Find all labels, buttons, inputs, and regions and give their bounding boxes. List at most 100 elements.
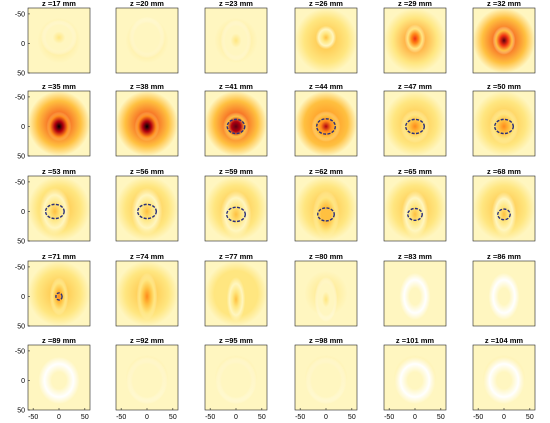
panel-frame [383, 175, 447, 242]
panel-frame [383, 260, 447, 327]
panel-frame [115, 260, 179, 327]
heatmap-panel: z =80 mm [294, 252, 358, 327]
panel-title: z =32 mm [487, 0, 521, 8]
heatmap-panel: z =92 mm -50 0 50 [115, 336, 179, 421]
x-tick-label: -50 [295, 414, 305, 421]
y-tick-label: -50 [15, 348, 25, 355]
x-tick-label: 50 [437, 414, 445, 421]
panel-title: z =104 mm [485, 336, 523, 345]
panel-title: z =71 mm [42, 252, 76, 261]
intensity-hotspot [223, 112, 249, 141]
panel-title: z =38 mm [130, 82, 164, 91]
heatmap-panel: z =41 mm [204, 82, 268, 157]
panel-title: z =29 mm [398, 0, 432, 8]
x-tick-label: 0 [324, 414, 328, 421]
intensity-hotspot [46, 111, 72, 142]
panel-frame [472, 175, 536, 242]
intensity-hotspot [315, 25, 337, 50]
intensity-hotspot [492, 26, 516, 55]
panel-frame [472, 260, 536, 327]
x-tick-label: 50 [81, 414, 89, 421]
panel-frame [383, 7, 447, 74]
panel-title: z =65 mm [398, 167, 432, 176]
panel-title: z =62 mm [309, 167, 343, 176]
heatmap-panel: z =59 mm [204, 167, 268, 242]
heatmap-panel: z =62 mm [294, 167, 358, 242]
threshold-contour [497, 208, 511, 221]
panel-title: z =74 mm [130, 252, 164, 261]
intensity-hotspot [312, 190, 340, 239]
intensity-hotspot [128, 16, 166, 59]
panel-frame [472, 90, 536, 157]
heatmap-panel: z =44 mm [294, 82, 358, 157]
threshold-contour [407, 207, 423, 222]
heatmap-panel: z =83 mm [383, 252, 447, 327]
threshold-contour [136, 203, 157, 220]
panel-frame [204, 260, 268, 327]
heatmap-panel: z =104 mm -50 0 50 [472, 336, 536, 421]
intensity-hotspot [220, 190, 252, 239]
intensity-hotspot [400, 109, 430, 143]
threshold-contour [225, 206, 246, 223]
heatmap-panel: z =26 mm [294, 0, 358, 74]
panel-frame [115, 7, 179, 74]
x-tick-label: 50 [258, 414, 266, 421]
panel-title: z =56 mm [130, 167, 164, 176]
heatmap-panel: z =47 mm [383, 82, 447, 157]
heatmap-panel: z =29 mm [383, 0, 447, 74]
threshold-contour [44, 203, 65, 220]
panel-title: z =101 mm [396, 336, 434, 345]
panel-frame [204, 7, 268, 74]
x-tick-label: -50 [473, 414, 483, 421]
panel-frame [115, 175, 179, 242]
x-tick-label: -50 [28, 414, 38, 421]
panel-title: z =53 mm [42, 167, 76, 176]
intensity-hotspot [311, 111, 341, 142]
intensity-hotspot [488, 272, 520, 321]
heatmap-panel: z =53 mm -50 0 50 [15, 167, 91, 246]
panel-frame [294, 90, 358, 157]
intensity-hotspot [483, 356, 525, 405]
y-tick-label: -50 [15, 11, 25, 18]
y-tick-label: 0 [21, 41, 25, 48]
x-tick-label: -50 [384, 414, 394, 421]
y-tick-label: 0 [21, 294, 25, 301]
panel-title: z =26 mm [309, 0, 343, 8]
y-tick-label: 50 [17, 239, 25, 246]
y-tick-label: 50 [17, 71, 25, 78]
panel-frame [27, 260, 91, 327]
panel-title: z =77 mm [219, 252, 253, 261]
heatmap-panel: z =86 mm [472, 252, 536, 327]
x-tick-label: 50 [169, 414, 177, 421]
heatmap-panel: z =71 mm -50 0 50 [15, 252, 91, 331]
heatmap-panel: z =17 mm -50 0 50 [15, 0, 91, 78]
panel-frame [383, 90, 447, 157]
threshold-contour [494, 118, 515, 135]
x-tick-label: 0 [234, 414, 238, 421]
intensity-hotspot [314, 276, 338, 322]
panel-title: z =20 mm [130, 0, 164, 8]
panel-title: z =59 mm [219, 167, 253, 176]
panel-frame [204, 175, 268, 242]
intensity-hotspot [39, 187, 71, 236]
heatmap-panel: z =23 mm [204, 0, 268, 74]
panel-title: z =98 mm [309, 336, 343, 345]
intensity-hotspot [399, 272, 431, 321]
intensity-hotspot [49, 277, 69, 316]
panel-frame [294, 260, 358, 327]
threshold-contour [316, 118, 337, 135]
intensity-hotspot [401, 190, 429, 239]
panel-frame [204, 90, 268, 157]
panel-frame [27, 175, 91, 242]
x-tick-label: 0 [413, 414, 417, 421]
intensity-hotspot [38, 356, 80, 405]
x-tick-label: 50 [348, 414, 356, 421]
threshold-contour [55, 292, 63, 301]
panel-title: z =17 mm [42, 0, 76, 8]
x-tick-label: -50 [205, 414, 215, 421]
panel-title: z =95 mm [219, 336, 253, 345]
panel-title: z =89 mm [42, 336, 76, 345]
panel-title: z =86 mm [487, 252, 521, 261]
